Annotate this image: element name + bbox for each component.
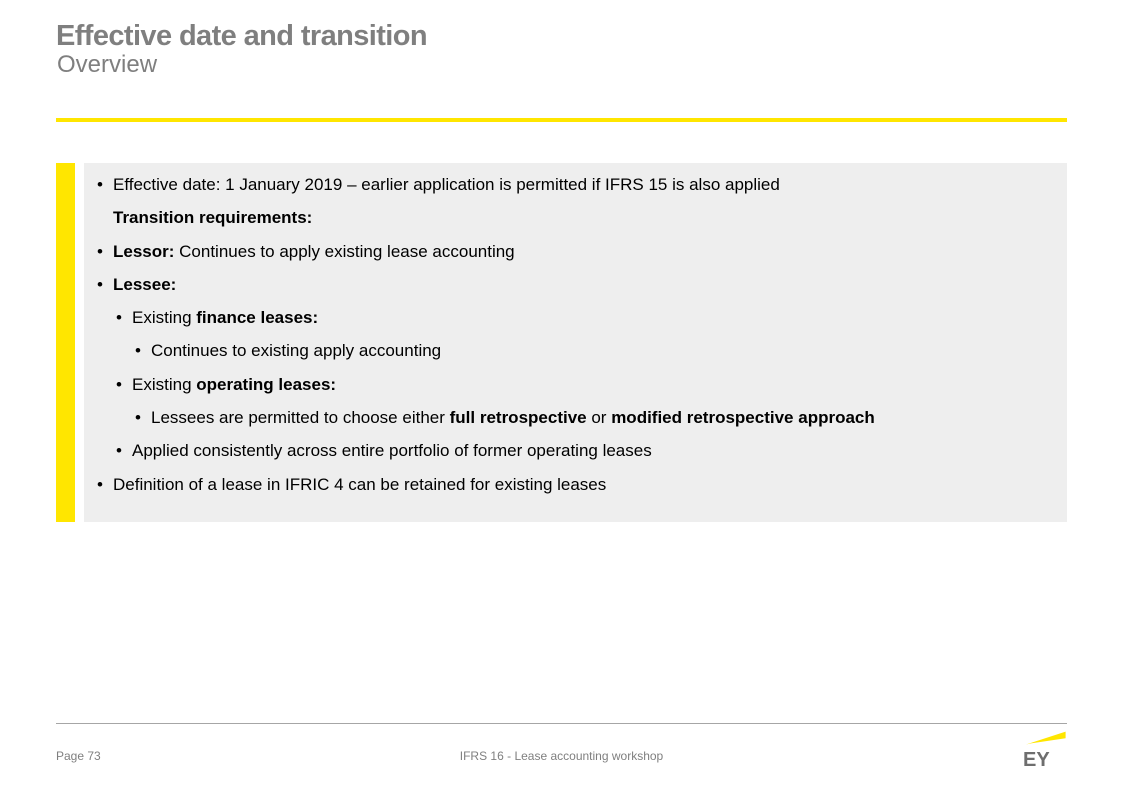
svg-text:EY: EY [1023,749,1050,768]
